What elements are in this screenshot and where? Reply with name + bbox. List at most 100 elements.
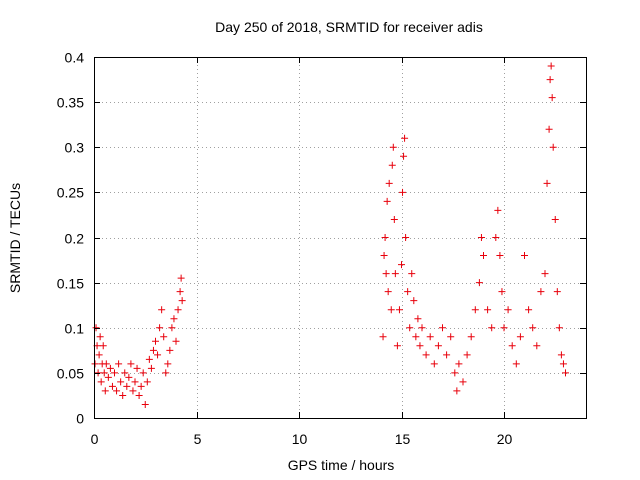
data-point	[525, 306, 533, 314]
data-point	[545, 125, 553, 133]
data-point	[492, 234, 500, 241]
data-point	[480, 252, 487, 260]
x-tick-label: 15	[395, 431, 411, 447]
data-point	[145, 355, 153, 363]
data-point	[555, 324, 563, 332]
x-tick-label: 0	[91, 431, 99, 447]
data-point	[168, 324, 176, 332]
data-point	[387, 306, 395, 314]
data-point	[477, 234, 485, 241]
data-point	[547, 62, 555, 70]
data-point	[439, 324, 446, 332]
data-point	[471, 306, 479, 314]
data-point	[400, 152, 408, 160]
data-point	[99, 342, 107, 350]
data-point	[447, 333, 455, 341]
data-point	[382, 270, 390, 278]
x-axis-label: GPS time / hours	[288, 457, 395, 473]
data-point	[389, 143, 397, 151]
data-point	[137, 382, 145, 390]
data-point	[395, 306, 403, 314]
data-point	[463, 351, 471, 359]
data-point	[125, 373, 133, 381]
data-point	[176, 288, 184, 296]
data-point	[399, 188, 407, 196]
data-point	[156, 324, 164, 332]
data-point	[467, 333, 475, 341]
data-point	[127, 360, 135, 368]
data-point	[455, 360, 463, 368]
data-point	[393, 342, 401, 350]
data-point	[426, 333, 434, 341]
data-point	[398, 261, 405, 269]
data-point	[95, 351, 103, 359]
data-point	[104, 373, 112, 381]
data-point	[541, 270, 549, 278]
data-point	[152, 337, 159, 345]
data-point	[488, 324, 496, 332]
data-point	[516, 333, 524, 341]
data-point	[546, 76, 554, 84]
data-point	[418, 324, 426, 332]
data-point	[170, 315, 178, 323]
data-point	[391, 270, 399, 278]
data-point	[147, 364, 155, 372]
data-point	[537, 288, 545, 296]
data-point	[494, 206, 502, 214]
data-point	[430, 360, 438, 368]
data-point	[390, 215, 398, 223]
data-point	[100, 369, 108, 377]
data-point	[96, 333, 104, 341]
data-point	[459, 378, 467, 386]
data-point	[141, 400, 149, 408]
data-point	[559, 360, 567, 368]
data-point	[102, 360, 110, 368]
x-tick-label: 5	[194, 431, 202, 447]
data-point	[111, 369, 118, 377]
data-point	[129, 387, 137, 395]
data-point	[113, 387, 121, 395]
data-point	[512, 360, 520, 368]
data-point	[160, 333, 168, 341]
data-point	[139, 369, 147, 377]
data-point	[451, 369, 459, 377]
data-point	[131, 378, 139, 386]
data-point	[108, 382, 116, 390]
data-point	[158, 306, 166, 314]
x-tick-label: 20	[497, 431, 513, 447]
data-point	[172, 337, 180, 345]
data-point	[443, 351, 451, 359]
data-point	[383, 197, 391, 205]
y-tick-label: 0.25	[57, 185, 84, 201]
data-point	[381, 234, 389, 241]
y-tick-label: 0	[76, 411, 84, 427]
data-point	[166, 346, 174, 354]
data-point	[422, 351, 430, 359]
data-point	[135, 391, 143, 399]
data-point	[379, 333, 387, 341]
data-point	[106, 364, 114, 372]
data-point	[416, 342, 424, 350]
data-point	[154, 351, 162, 359]
data-point	[94, 369, 102, 377]
data-point	[414, 315, 422, 323]
data-point	[162, 369, 170, 377]
y-axis-ticks: 0 0.05 0.1 0.15 0.2 0.25 0.3 0.35 0.4	[57, 50, 586, 427]
x-tick-label: 10	[292, 431, 308, 447]
data-point	[91, 360, 99, 368]
data-point	[178, 297, 186, 305]
data-point	[504, 306, 512, 314]
y-tick-label: 0.1	[65, 321, 85, 337]
data-point	[119, 391, 127, 399]
data-point	[410, 297, 418, 305]
data-point	[384, 288, 392, 296]
data-point	[385, 179, 393, 187]
data-point	[388, 161, 396, 169]
data-point	[412, 333, 420, 341]
y-tick-label: 0.35	[57, 95, 84, 111]
data-point	[174, 306, 182, 314]
data-point	[402, 234, 410, 241]
data-point	[149, 346, 157, 354]
data-point	[548, 94, 556, 102]
